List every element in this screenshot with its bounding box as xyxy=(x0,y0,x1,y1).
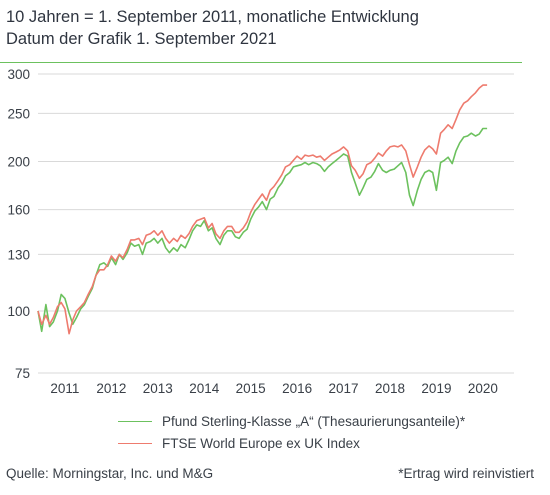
series-line-index xyxy=(37,84,488,335)
series-line-fund xyxy=(37,127,488,333)
x-tick-label: 2018 xyxy=(375,381,405,396)
title-divider xyxy=(0,62,522,63)
x-tick-label: 2019 xyxy=(421,381,451,396)
reinvestment-note: *Ertrag wird reinvistiert xyxy=(398,466,534,481)
y-tick-label: 300 xyxy=(7,67,30,82)
x-tick-labels: 2011 2012 2013 2014 2015 2016 2017 2018 2019 2020 xyxy=(50,381,497,396)
x-tick-label: 2020 xyxy=(468,381,498,396)
x-tick-label: 2013 xyxy=(143,381,173,396)
grid-lines xyxy=(38,73,514,374)
chart-legend: Pfund Sterling-Klasse „A“ (Thesaurierung… xyxy=(118,410,465,454)
y-tick-label: 200 xyxy=(7,154,30,169)
x-tick-label: 2014 xyxy=(189,381,220,396)
series-lines xyxy=(37,84,488,335)
x-tick-label: 2017 xyxy=(329,381,359,396)
x-tick-label: 2012 xyxy=(96,381,126,396)
legend-label-fund: Pfund Sterling-Klasse „A“ (Thesaurierung… xyxy=(162,413,466,429)
y-tick-label: 75 xyxy=(15,366,30,381)
x-tick-label: 2015 xyxy=(236,381,266,396)
y-tick-label: 130 xyxy=(7,247,30,262)
chart-title-line2: Datum der Grafik 1. September 2021 xyxy=(6,30,277,48)
y-tick-label: 160 xyxy=(7,203,30,218)
legend-swatch-index xyxy=(118,442,152,444)
legend-label-index: FTSE World Europe ex UK Index xyxy=(162,435,360,451)
legend-item-fund: Pfund Sterling-Klasse „A“ (Thesaurierung… xyxy=(118,410,465,432)
y-tick-label: 100 xyxy=(7,304,30,319)
source-note: Quelle: Morningstar, Inc. und M&G xyxy=(6,466,214,481)
legend-item-index: FTSE World Europe ex UK Index xyxy=(118,432,465,454)
y-tick-label: 250 xyxy=(7,106,30,121)
chart-title-line1: 10 Jahren = 1. September 2011, monatlich… xyxy=(6,8,419,26)
x-tick-label: 2011 xyxy=(50,381,79,396)
x-tick-label: 2016 xyxy=(282,381,312,396)
chart-title: 10 Jahren = 1. September 2011, monatlich… xyxy=(6,6,419,50)
legend-swatch-fund xyxy=(118,420,152,422)
y-tick-labels: 75 100 130 160 200 250 300 xyxy=(7,67,30,381)
